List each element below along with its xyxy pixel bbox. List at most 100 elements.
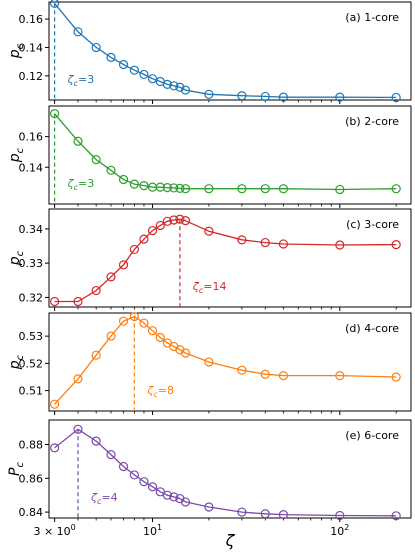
data-point: [129, 244, 139, 255]
data-point: [91, 350, 101, 360]
data-point: [169, 492, 179, 502]
data-point: [73, 374, 83, 384]
data-point: [391, 184, 401, 194]
data-point: [129, 179, 139, 189]
data-point: [278, 184, 289, 194]
data-point: [155, 182, 165, 192]
data-point: [73, 296, 83, 307]
y-tick-label: 0.53: [19, 330, 44, 343]
data-point: [278, 510, 289, 520]
data-point: [147, 74, 158, 84]
data-point: [237, 235, 247, 245]
critical-label-value: =3: [78, 73, 94, 86]
series-line: [54, 113, 397, 191]
data-point: [180, 348, 191, 358]
y-axis-label-subscript: c: [15, 43, 26, 49]
data-point: [335, 510, 345, 521]
y-tick-label: 0.33: [19, 257, 44, 270]
y-tick-label: 0.32: [19, 291, 44, 304]
data-point: [73, 27, 83, 37]
data-point: [169, 215, 179, 225]
critical-label: ζc=4: [90, 491, 118, 506]
data-point: [118, 260, 129, 270]
data-point: [139, 234, 149, 244]
data-point: [260, 184, 270, 194]
x-tick-exponent: 2: [344, 523, 349, 532]
critical-label-subscript: c: [74, 183, 79, 192]
data-point: [391, 240, 401, 250]
data-point: [180, 85, 191, 95]
data-point: [204, 184, 214, 194]
y-tick-label: 0.86: [19, 472, 44, 485]
x-tick-exponent: 0: [71, 523, 76, 532]
data-point: [50, 109, 60, 119]
data-point: [204, 502, 214, 512]
x-tick-exponent: 1: [157, 523, 162, 532]
data-point: [237, 91, 247, 101]
data-point: [335, 240, 345, 250]
data-point: [50, 296, 60, 307]
y-tick-label: 0.14: [19, 41, 44, 54]
data-point: [106, 450, 116, 460]
data-point: [91, 436, 101, 446]
data-point: [335, 92, 345, 102]
critical-label: ζc=14: [192, 280, 227, 295]
data-point: [139, 318, 149, 328]
panel-frame: [48, 419, 412, 519]
y-tick-label: 0.34: [19, 223, 44, 236]
series-line: [54, 2, 397, 99]
data-point: [129, 65, 139, 75]
data-point: [260, 369, 270, 379]
panel-frame: [48, 105, 412, 205]
data-point: [278, 92, 289, 102]
data-point: [237, 365, 247, 375]
data-point: [162, 79, 172, 89]
x-tick-label: 101: [143, 523, 162, 538]
data-point: [237, 184, 247, 194]
data-point: [162, 490, 172, 500]
data-point: [50, 443, 60, 453]
data-point: [162, 183, 172, 193]
data-point: [237, 507, 247, 517]
critical-label-subscript: c: [153, 390, 158, 399]
data-point: [147, 482, 158, 492]
critical-label-subscript: c: [97, 497, 102, 506]
data-point: [139, 181, 149, 191]
y-tick-label: 0.14: [19, 161, 44, 174]
data-point: [180, 184, 191, 194]
x-tick-label: 3 × 100: [33, 523, 75, 538]
data-point: [260, 237, 270, 248]
data-point: [106, 272, 116, 282]
data-point: [118, 59, 129, 70]
data-point: [180, 216, 191, 226]
panel-title: (e) 6-core: [345, 429, 399, 442]
panel-title: (a) 1-core: [345, 11, 399, 24]
panel-frame: [48, 208, 412, 308]
data-point: [155, 332, 165, 343]
series-line: [54, 315, 397, 405]
data-point: [129, 311, 139, 322]
data-point: [50, 0, 60, 9]
panel-title: (b) 2-core: [345, 115, 399, 128]
data-point: [155, 220, 165, 231]
critical-label-value: =4: [101, 491, 117, 504]
data-point: [73, 136, 83, 146]
panel-frame: [48, 1, 412, 101]
data-point: [118, 461, 129, 472]
data-point: [278, 239, 289, 249]
data-point: [204, 357, 214, 367]
y-tick-label: 0.16: [19, 131, 44, 144]
data-point: [391, 92, 401, 103]
y-axis-label-subscript: c: [15, 354, 26, 360]
data-point: [118, 316, 129, 326]
data-point: [118, 174, 129, 185]
data-point: [73, 424, 83, 434]
critical-label-value: =3: [78, 177, 94, 190]
y-tick-label: 0.12: [19, 70, 44, 83]
data-point: [260, 91, 270, 102]
